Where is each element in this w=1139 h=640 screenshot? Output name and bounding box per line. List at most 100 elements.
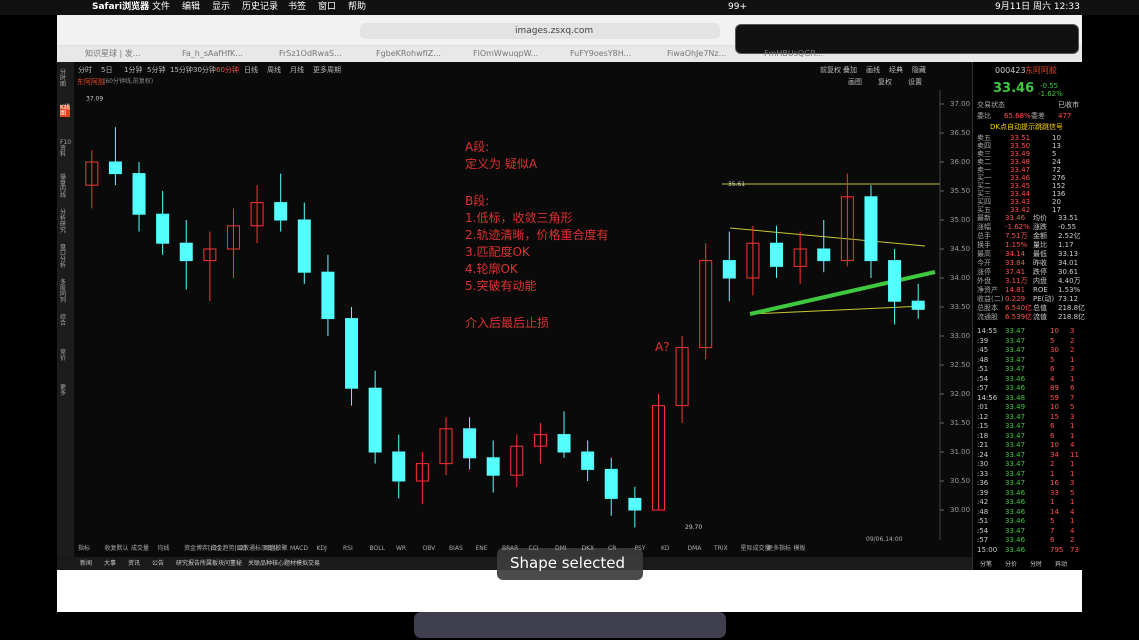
candle-body [486,457,500,476]
crosshair-date: 09/06,14:00 [866,536,903,543]
tick-cell: :36 [977,479,989,487]
candle-body [108,161,122,175]
y-tick-label: 33.00 [950,332,970,340]
annotation-toolbar[interactable] [735,24,1079,54]
tick-cell: 5 [1050,336,1055,345]
y-tick-label: 36.50 [950,129,970,137]
browser-tab: Fa_h_sAafHfK... [182,49,243,58]
menu-item: 帮助 [348,2,367,12]
stat-cell: 1.17 [1058,241,1074,249]
order-book-cell: 136 [1052,190,1066,198]
tick-cell: 33.46 [1005,517,1026,525]
y-tick-label: 37.00 [950,100,970,108]
candle-body [250,202,264,227]
trading-app [57,62,1082,570]
order-book-cell: 152 [1052,182,1066,190]
tick-cell: 3 [1070,327,1075,335]
tick-cell: 1 [1070,469,1075,478]
candle-body [203,248,217,262]
candle-body [533,434,547,447]
annotation-line: B段: [465,194,490,208]
candle-body [179,242,193,262]
bottom-tab: 公告 [152,560,165,567]
stat-cell: 6.540亿 [1005,304,1033,312]
tick-cell: 33.47 [1005,469,1026,478]
order-book-cell: 33.50 [1010,142,1031,150]
tick-cell: 11 [1070,450,1079,459]
order-book-cell: 5 [1052,150,1057,158]
candle-body [864,196,878,262]
tick-cell: 10 [1050,441,1059,449]
tick-cell: :57 [977,536,989,544]
tick-cell: 2 [1070,346,1075,354]
tick-cell: 1 [1070,422,1075,430]
tick-cell: 33.47 [1005,479,1026,487]
tick-cell: 10 [1050,327,1059,335]
high-label: 37.09 [86,95,103,102]
stat-cell: 金额 [1033,232,1047,240]
tick-cell: 1 [1070,355,1075,364]
stock-name: 东阿阿胶 [1025,66,1057,75]
y-tick-label: 32.50 [950,361,970,369]
bottom-tab: 模拟交易 [296,560,321,567]
indicator-tab: 收复默认 [104,545,129,552]
candle-body [604,468,618,499]
order-book-cell: 买四 [977,198,991,206]
order-book-cell: 买三 [977,190,991,198]
candle-body [392,451,406,482]
side-tab: 多股同列 [60,279,67,304]
tick-cell: 4 [1070,441,1075,449]
stat-cell: 7.51万 [1005,232,1028,240]
order-book-cell: 20 [1052,198,1061,206]
candle-body [345,318,359,389]
timeframe-tab: 15分钟 [170,66,193,74]
y-tick-label: 34.00 [950,274,970,282]
tick-cell: 1 [1070,460,1075,468]
tick-cell: 33.46 [1005,545,1026,554]
tick-cell: 1 [1070,517,1075,525]
address-bar[interactable] [360,23,720,39]
toolbar-button: 叠加 [843,66,857,74]
browser-tab: FiwaOhJe7Nz... [667,49,727,58]
tick-cell: 59 [1050,393,1059,402]
candle-body [840,196,854,262]
stat-cell: 流通股 [977,313,998,321]
bottom-tab: 研究报告 [176,560,201,567]
timeframe-tab: 月线 [290,66,304,74]
bottom-tab: 新闻 [80,560,93,567]
chart-tool: 设置 [908,78,922,86]
stat-cell: 73.12 [1058,295,1079,303]
stat-cell: 涨跌 [1033,223,1047,231]
stat-cell: 内盘 [1033,277,1047,285]
indicator-tab: MACD [290,545,308,552]
candle-body [699,260,713,349]
tick-cell: :54 [977,526,989,535]
triangle-line [749,305,926,315]
indicator-tab: OBV [422,545,436,552]
order-book-cell: 276 [1052,174,1066,182]
tick-cell: :18 [977,431,989,440]
annotation-line: 4.轮廓OK [465,262,518,276]
indicator-tab: 成交量 [131,545,150,552]
chart-tool: 画图 [848,78,862,86]
tick-cell: :39 [977,336,989,345]
tick-cell: 1 [1070,374,1075,383]
order-book-cell: 买一 [977,174,991,182]
stat-cell: 外盘 [977,277,991,285]
order-book-cell: 10 [1052,134,1061,142]
tick-cell: 6 [1070,384,1075,392]
candle-body [557,434,571,453]
y-tick-label: 35.50 [950,187,970,195]
tick-cell: 4 [1070,507,1075,516]
tick-cell: :57 [977,384,989,392]
stat-cell: 今开 [977,259,991,267]
last-price: 33.46 [993,81,1035,96]
indicator-tab: 周盘放聚 [263,545,288,552]
annotation-line: 2.轨迹清晰，价格重合度有 [465,228,609,242]
menu-item: 文件 [152,2,171,12]
tick-cell: 1 [1050,469,1055,478]
y-tick-label: 31.00 [950,448,970,456]
side-tab: 综合 [60,314,67,327]
candle-body [85,161,99,186]
label: 交易状态 [977,101,1005,109]
